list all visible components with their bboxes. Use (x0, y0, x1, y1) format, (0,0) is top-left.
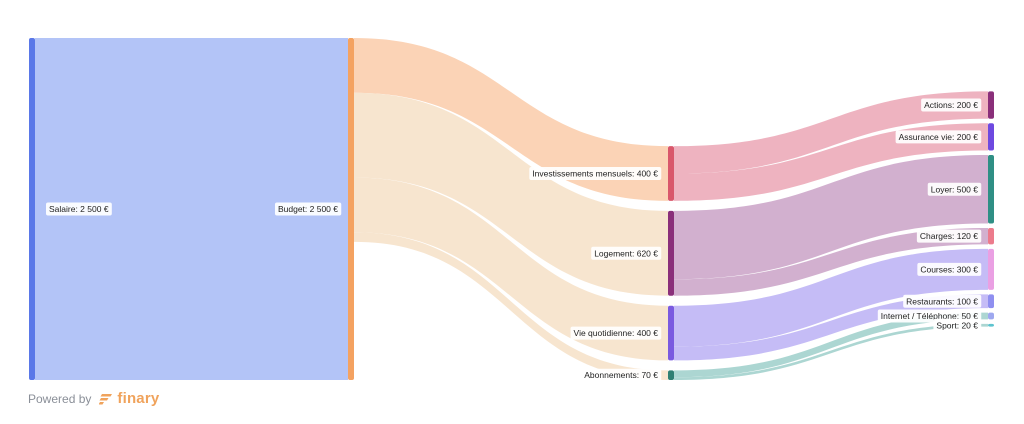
finary-brand: finary (117, 390, 160, 407)
node-budget[interactable] (348, 38, 354, 380)
label-text-budget: Budget: 2 500 € (278, 204, 338, 214)
link-budget-to-abos[interactable] (354, 232, 668, 380)
label-text-sport: Sport: 20 € (936, 320, 978, 330)
label-loyer: Loyer: 500 € (927, 182, 982, 196)
label-bg-budget (274, 202, 342, 216)
label-text-restaurants: Restaurants: 100 € (906, 296, 978, 306)
link-abos-to-sport[interactable] (674, 323, 988, 380)
link-budget-to-logement[interactable] (354, 92, 668, 296)
link-budget-to-vie[interactable] (354, 177, 668, 361)
label-assurance: Assurance vie: 200 € (895, 130, 982, 144)
label-text-assurance: Assurance vie: 200 € (899, 132, 979, 142)
link-abos-to-internet[interactable] (674, 312, 988, 378)
link-salaire-to-budget[interactable] (35, 38, 348, 380)
node-logement[interactable] (668, 210, 674, 296)
label-bg-salaire (46, 202, 112, 216)
label-budget: Budget: 2 500 € (274, 202, 342, 216)
label-bg-abos (581, 368, 662, 382)
label-bg-assurance (895, 130, 982, 144)
label-salaire: Salaire: 2 500 € (46, 202, 112, 216)
label-bg-charges (916, 229, 982, 243)
label-bg-courses (917, 262, 982, 276)
footer: Powered by finary (28, 390, 159, 407)
label-restaurants: Restaurants: 100 € (903, 294, 982, 308)
label-text-actions: Actions: 200 € (924, 100, 978, 110)
sankey-labels: Salaire: 2 500 € Budget: 2 500 € Investiss… (46, 98, 982, 382)
label-charges: Charges: 120 € (916, 229, 982, 243)
label-abos: Abonnements: 70 € (581, 368, 662, 382)
label-logement: Logement: 620 € (591, 246, 662, 260)
label-text-vie: Vie quotidienne: 400 € (574, 328, 659, 338)
label-invest: Investissements mensuels: 400 € (529, 167, 662, 181)
node-loyer[interactable] (988, 155, 994, 224)
powered-by-text: Powered by (28, 391, 92, 406)
node-invest[interactable] (668, 146, 674, 201)
node-courses[interactable] (988, 248, 994, 290)
label-bg-vie (570, 326, 662, 340)
node-assurance[interactable] (988, 123, 994, 151)
node-charges[interactable] (988, 227, 994, 245)
label-text-salaire: Salaire: 2 500 € (49, 204, 109, 214)
label-text-invest: Investissements mensuels: 400 € (532, 169, 658, 179)
label-vie: Vie quotidienne: 400 € (570, 326, 662, 340)
node-sport[interactable] (988, 323, 994, 327)
label-bg-loyer (927, 182, 982, 196)
label-text-abos: Abonnements: 70 € (584, 370, 658, 380)
label-text-logement: Logement: 620 € (594, 248, 658, 258)
link-logement-to-charges[interactable] (674, 227, 988, 296)
label-actions: Actions: 200 € (921, 98, 982, 112)
label-bg-actions (921, 98, 982, 112)
label-text-courses: Courses: 300 € (920, 264, 978, 274)
link-vie-to-courses[interactable] (674, 248, 988, 347)
label-bg-invest (529, 167, 662, 181)
node-abos[interactable] (668, 370, 674, 380)
label-courses: Courses: 300 € (917, 262, 982, 276)
link-invest-to-actions[interactable] (674, 91, 988, 174)
node-salaire[interactable] (29, 38, 35, 380)
label-text-charges: Charges: 120 € (920, 231, 978, 241)
sankey-links (35, 38, 988, 380)
label-bg-logement (591, 246, 662, 260)
label-text-internet: Internet / Téléphone: 50 € (881, 311, 978, 321)
label-bg-restaurants (903, 294, 982, 308)
link-logement-to-loyer[interactable] (674, 155, 988, 280)
node-restaurants[interactable] (988, 294, 994, 309)
node-vie[interactable] (668, 305, 674, 361)
label-bg-sport (933, 318, 982, 332)
sankey-nodes (29, 38, 994, 380)
label-sport: Sport: 20 € (933, 318, 982, 332)
link-budget-to-invest[interactable] (354, 38, 668, 201)
node-actions[interactable] (988, 91, 994, 119)
node-internet[interactable] (988, 312, 994, 320)
label-text-loyer: Loyer: 500 € (931, 184, 979, 194)
finary-logo-icon (99, 393, 113, 404)
